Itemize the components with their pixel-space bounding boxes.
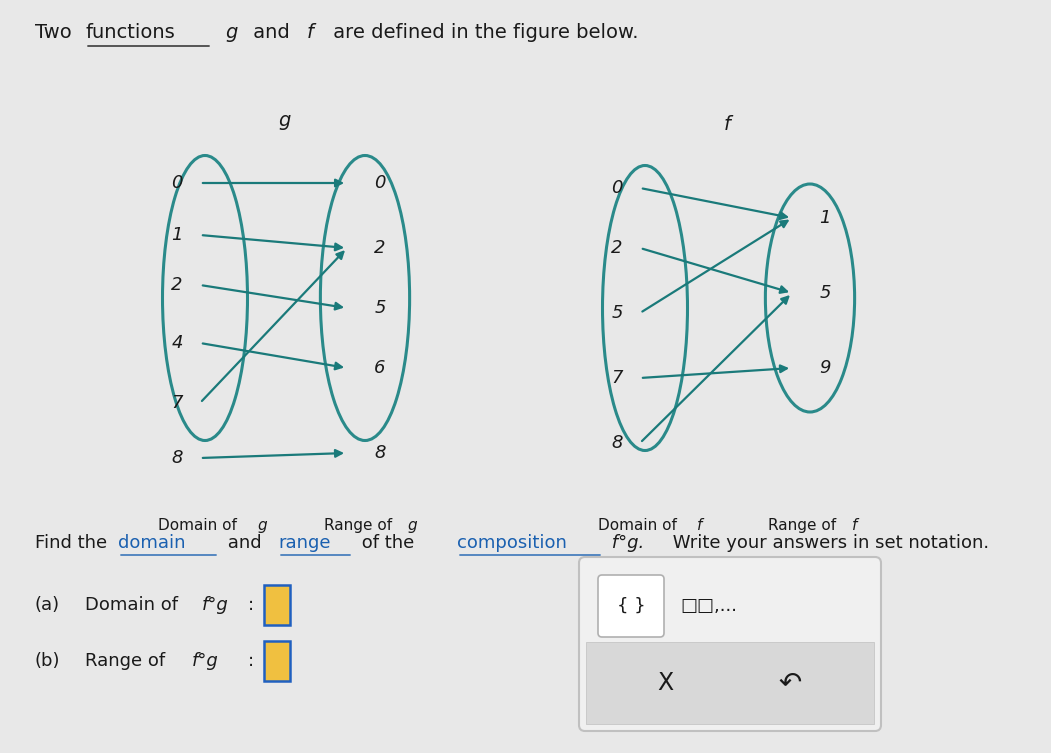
Text: Domain of: Domain of — [85, 596, 184, 614]
Text: 1: 1 — [171, 226, 183, 244]
Text: 0: 0 — [374, 174, 386, 192]
Text: and: and — [222, 534, 267, 552]
Text: f: f — [852, 518, 858, 533]
Text: f: f — [724, 115, 730, 135]
Text: 1: 1 — [819, 209, 830, 227]
FancyBboxPatch shape — [586, 642, 874, 724]
Text: Two: Two — [35, 23, 78, 42]
FancyBboxPatch shape — [264, 585, 290, 625]
Text: 5: 5 — [374, 299, 386, 317]
Text: X: X — [657, 671, 673, 695]
Text: range: range — [279, 534, 330, 552]
Text: domain: domain — [118, 534, 185, 552]
Text: f°g: f°g — [192, 652, 219, 670]
Text: of the: of the — [356, 534, 420, 552]
Text: 8: 8 — [612, 434, 623, 452]
Text: f°g: f°g — [202, 596, 229, 614]
Text: 2: 2 — [374, 239, 386, 257]
Text: g: g — [257, 518, 267, 533]
Text: composition: composition — [457, 534, 566, 552]
Text: 2: 2 — [612, 239, 623, 257]
Text: g: g — [225, 23, 238, 42]
Text: { }: { } — [617, 597, 645, 615]
FancyBboxPatch shape — [598, 575, 664, 637]
Text: 9: 9 — [819, 359, 830, 377]
Text: 5: 5 — [612, 304, 623, 322]
Text: Domain of: Domain of — [598, 518, 682, 533]
Text: 7: 7 — [171, 394, 183, 412]
Text: Find the: Find the — [35, 534, 112, 552]
Text: ↶: ↶ — [779, 669, 802, 697]
Text: f: f — [697, 518, 702, 533]
Text: functions: functions — [85, 23, 174, 42]
Text: 7: 7 — [612, 369, 623, 387]
Text: 6: 6 — [374, 359, 386, 377]
Text: (b): (b) — [35, 652, 61, 670]
Text: 2: 2 — [171, 276, 183, 294]
Text: 5: 5 — [819, 284, 830, 302]
Text: Domain of: Domain of — [158, 518, 242, 533]
Text: 0: 0 — [612, 179, 623, 197]
Text: 0: 0 — [171, 174, 183, 192]
Text: Range of: Range of — [324, 518, 396, 533]
Text: g: g — [407, 518, 416, 533]
Text: 4: 4 — [171, 334, 183, 352]
Text: 8: 8 — [374, 444, 386, 462]
Text: :: : — [248, 596, 254, 614]
Text: (a): (a) — [35, 596, 60, 614]
Text: 8: 8 — [171, 449, 183, 467]
Text: □□,...: □□,... — [680, 597, 737, 615]
Text: and: and — [247, 23, 296, 42]
FancyBboxPatch shape — [579, 557, 881, 731]
Text: f: f — [307, 23, 314, 42]
Text: :: : — [248, 652, 254, 670]
Text: Range of: Range of — [768, 518, 842, 533]
Text: f°g.: f°g. — [606, 534, 644, 552]
Text: g: g — [279, 111, 291, 130]
FancyBboxPatch shape — [264, 641, 290, 681]
Text: Write your answers in set notation.: Write your answers in set notation. — [667, 534, 989, 552]
Text: Range of: Range of — [85, 652, 171, 670]
Text: are defined in the figure below.: are defined in the figure below. — [327, 23, 639, 42]
